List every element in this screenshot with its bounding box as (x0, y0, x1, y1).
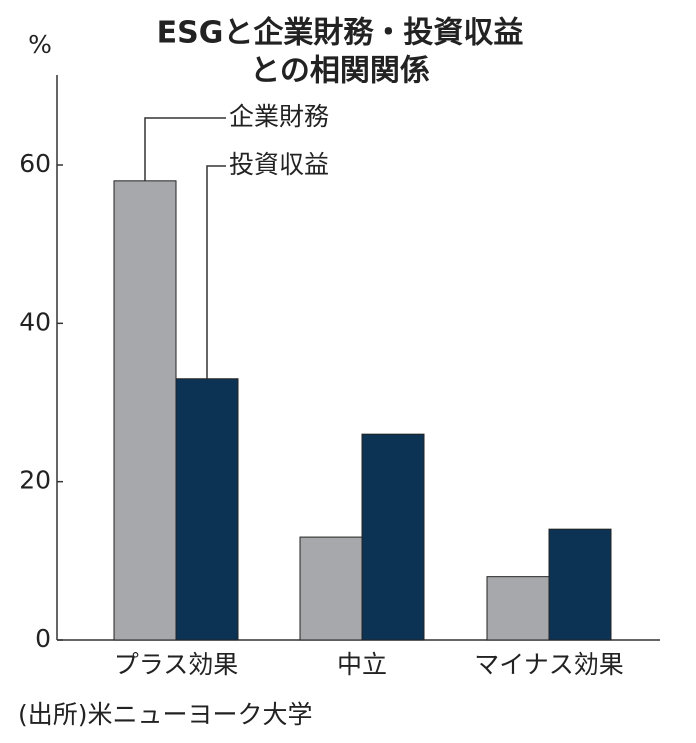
y-tick-label: 40 (19, 307, 51, 336)
bar (113, 180, 177, 641)
y-tick-label: 20 (19, 466, 51, 495)
chart-title: ESGと企業財務・投資収益 (157, 16, 524, 51)
y-tick-label: 0 (35, 624, 51, 653)
y-tick-label: 60 (19, 149, 51, 178)
legend-label: 投資収益 (229, 150, 329, 179)
bar (548, 528, 612, 641)
y-unit: % (28, 30, 52, 59)
source-note: (出所)米ニューヨーク大学 (18, 700, 313, 729)
x-tick-label: マイナス効果 (474, 650, 624, 679)
bar (486, 576, 550, 641)
legend-label: 企業財務 (229, 102, 329, 131)
bar (361, 433, 425, 641)
bar (299, 536, 363, 641)
bar (175, 378, 239, 641)
x-tick-label: 中立 (337, 650, 387, 679)
legend-leader (206, 165, 226, 379)
x-tick-label: プラス効果 (114, 650, 239, 679)
chart-title: との相関関係 (250, 54, 430, 89)
legend-leader (144, 117, 226, 181)
